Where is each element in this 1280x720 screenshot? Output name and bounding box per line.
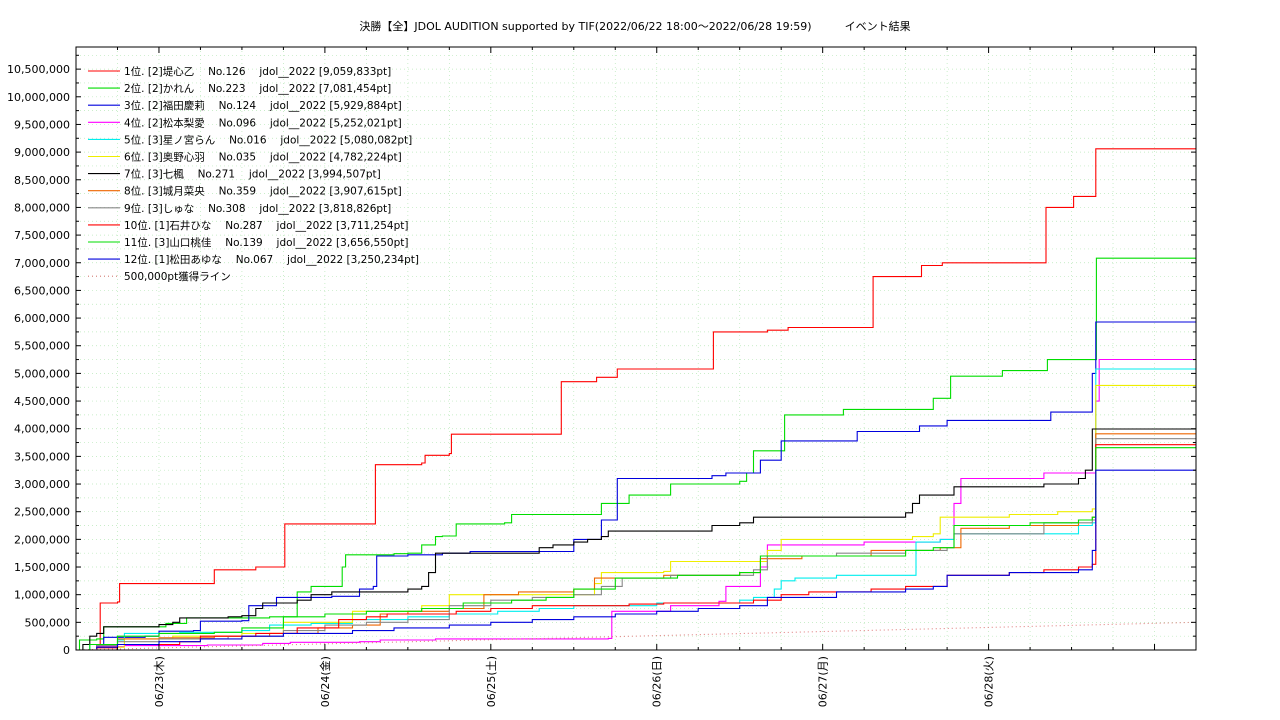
x-tick-label: 06/25(土): [485, 656, 498, 707]
series-line-5: [76, 368, 1196, 651]
series-line-12: [76, 469, 1196, 651]
y-tick-label: 500,000: [25, 616, 71, 629]
y-tick-label: 10,500,000: [7, 63, 70, 76]
legend-label-6: 6位. [3]奥野心羽 No.035 jdol__2022 [4,782,224…: [124, 151, 402, 164]
y-tick-label: 3,000,000: [14, 478, 70, 491]
series-line-10: [76, 444, 1196, 651]
legend-label-13: 500,000pt獲得ライン: [124, 270, 231, 283]
y-tick-label: 4,500,000: [14, 395, 70, 408]
series-line-6: [76, 384, 1196, 651]
legend-label-2: 2位. [2]かれん No.223 jdol__2022 [7,081,454p…: [124, 82, 391, 95]
legend-label-4: 4位. [2]松本梨愛 No.096 jdol__2022 [5,252,021…: [124, 116, 402, 129]
series-line-4: [76, 358, 1196, 651]
y-tick-label: 5,500,000: [14, 340, 70, 353]
y-tick-label: 3,500,000: [14, 450, 70, 463]
legend: 1位. [2]堤心乙 No.126 jdol__2022 [9,059,833p…: [88, 65, 419, 283]
y-tick-label: 1,000,000: [14, 589, 70, 602]
y-tick-label: 8,000,000: [14, 201, 70, 214]
legend-label-5: 5位. [3]星ノ宮らん No.016 jdol__2022 [5,080,08…: [124, 133, 412, 146]
series-line-7: [76, 428, 1196, 651]
y-tick-label: 6,500,000: [14, 284, 70, 297]
series-line-1: [76, 148, 1196, 651]
grid: [75, 47, 1197, 650]
y-tick-label: 0: [63, 644, 70, 657]
legend-label-8: 8位. [3]城月菜央 No.359 jdol__2022 [3,907,615…: [124, 185, 402, 198]
y-tick-label: 6,000,000: [14, 312, 70, 325]
legend-label-12: 12位. [1]松田あゆな No.067 jdol__2022 [3,250,2…: [124, 253, 419, 266]
y-tick-label: 7,000,000: [14, 257, 70, 270]
series-line-3: [76, 321, 1196, 651]
series-line-2: [76, 257, 1196, 651]
x-tick-label: 06/23(木): [153, 656, 166, 707]
chart-title: 決勝【全】JDOL AUDITION supported by TIF(2022…: [359, 19, 910, 33]
legend-label-7: 7位. [3]七楓 No.271 jdol__2022 [3,994,507pt…: [124, 168, 381, 181]
y-tick-label: 7,500,000: [14, 229, 70, 242]
y-tick-label: 1,500,000: [14, 561, 70, 574]
y-tick-label: 2,000,000: [14, 533, 70, 546]
legend-label-10: 10位. [1]石井ひな No.287 jdol__2022 [3,711,25…: [124, 219, 408, 232]
y-tick-label: 4,000,000: [14, 423, 70, 436]
plot-series: [75, 148, 1197, 651]
x-tick-label: 06/26(日): [651, 656, 664, 707]
x-tick-label: 06/28(火): [983, 656, 996, 707]
legend-label-11: 11位. [3]山口桃佳 No.139 jdol__2022 [3,656,55…: [124, 236, 408, 249]
x-axis: 06/23(木) 06/24(金) 06/25(土) 06/26(日) 06/27(月)…: [75, 47, 1197, 707]
y-axis: 0 500,000 1,000,000 1,500,000 2,000,000 2,500…: [7, 54, 1196, 657]
y-tick-label: 8,500,000: [14, 174, 70, 187]
y-tick-label: 9,000,000: [14, 146, 70, 159]
legend-label-1: 1位. [2]堤心乙 No.126 jdol__2022 [9,059,833p…: [124, 65, 391, 78]
series-line-13: [75, 621, 1197, 651]
y-tick-label: 9,500,000: [14, 118, 70, 131]
plot-frame: [75, 46, 1197, 651]
legend-label-9: 9位. [3]しゅな No.308 jdol__2022 [3,818,826p…: [124, 202, 391, 215]
series-line-11: [76, 447, 1196, 651]
x-tick-label: 06/24(金): [318, 656, 332, 707]
y-tick-label: 10,000,000: [7, 91, 70, 104]
x-tick-label: 06/27(月): [817, 656, 830, 707]
y-tick-label: 2,500,000: [14, 506, 70, 519]
legend-label-3: 3位. [2]福田慶莉 No.124 jdol__2022 [5,929,884…: [124, 99, 402, 112]
y-tick-label: 5,000,000: [14, 367, 70, 380]
